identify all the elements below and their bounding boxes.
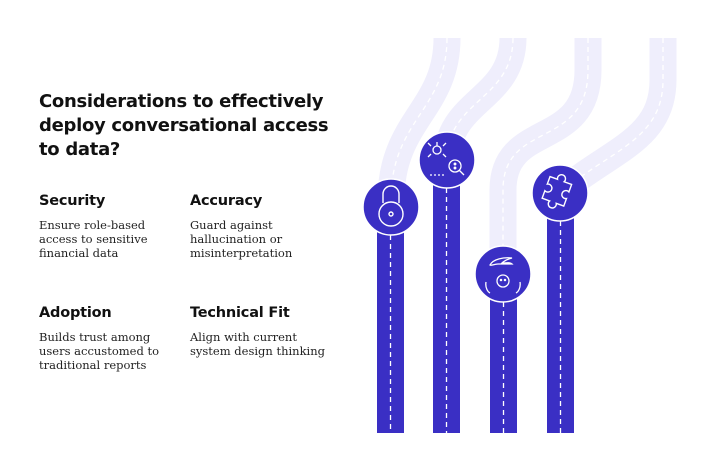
page-title: Considerations to effectively deploy con…	[39, 91, 329, 160]
card-heading: Technical Fit	[190, 305, 290, 321]
card-heading: Adoption	[39, 305, 112, 321]
card-text: Ensure role-based access to sensitive fi…	[39, 218, 148, 260]
card-adoption: Adoption Builds trust among users accust…	[39, 304, 179, 372]
card-text: Guard against hallucination or misinterp…	[190, 218, 293, 260]
card-heading: Security	[39, 193, 106, 209]
card-text: Align with current system design thinkin…	[190, 330, 325, 358]
card-heading: Accuracy	[190, 193, 263, 209]
padlock-icon	[378, 185, 404, 227]
card-accuracy: Accuracy Guard against hallucination or …	[190, 192, 330, 260]
bar-dashes	[389, 188, 562, 433]
card-text: Builds trust among users accustomed to t…	[39, 330, 160, 372]
bug-magnifier-icon	[427, 142, 465, 176]
hand-over-person-icon	[485, 257, 521, 294]
puzzle-piece-icon	[541, 174, 573, 209]
card-security: Security Ensure role-based access to sen…	[39, 192, 179, 260]
track-dashes	[390, 37, 664, 270]
card-technical-fit: Technical Fit Align with current system …	[190, 304, 330, 358]
icon-circles	[362, 131, 589, 303]
